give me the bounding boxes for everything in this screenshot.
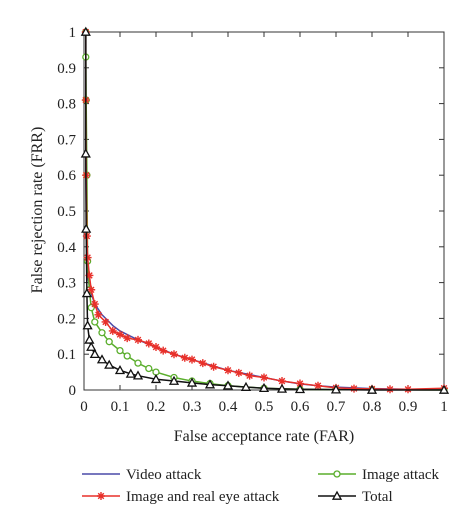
data-point: [98, 329, 106, 337]
data-point: [224, 366, 232, 375]
data-point: [222, 380, 234, 390]
data-point: [114, 364, 126, 375]
data-point: [90, 300, 99, 309]
data-point: [94, 310, 103, 319]
data-point: [91, 318, 99, 326]
data-point: [82, 320, 93, 330]
data-point: [204, 379, 216, 389]
data-point: [132, 370, 144, 380]
x-tick-label: 1: [440, 399, 448, 415]
data-point: [159, 346, 168, 355]
data-point: [180, 353, 189, 362]
data-point: [276, 383, 288, 393]
y-tick-label: 0.9: [57, 61, 76, 77]
data-point: [134, 335, 142, 344]
data-point: [245, 371, 254, 380]
data-point: [330, 384, 342, 394]
data-point: [188, 355, 196, 364]
data-point: [314, 381, 322, 390]
legend-label: Video attack: [126, 467, 202, 483]
data-point: [116, 330, 124, 339]
legend-label: Total: [362, 489, 393, 505]
y-tick-label: 0.8: [57, 97, 76, 113]
data-point: [234, 368, 243, 377]
data-point: [258, 382, 270, 393]
y-tick-label: 0.4: [57, 240, 76, 256]
data-point: [350, 384, 358, 393]
data-point: [104, 359, 115, 369]
data-point: [145, 364, 153, 373]
data-point: [144, 339, 153, 348]
data-point: [105, 338, 113, 346]
y-tick-label: 0.2: [57, 311, 76, 327]
data-point: [83, 253, 92, 262]
x-tick-label: 0.9: [399, 399, 418, 415]
data-point: [294, 383, 306, 394]
x-tick-label: 0.5: [255, 399, 274, 415]
legend: Video attack Image attack Image and real e…: [82, 467, 440, 505]
legend-item: Video attack: [82, 467, 202, 483]
data-point: [198, 359, 207, 368]
x-tick-label: 0: [80, 399, 88, 415]
data-point: [89, 348, 100, 359]
data-point: [81, 223, 92, 233]
x-tick-label: 0.2: [147, 399, 166, 415]
tick-labels: 0 0.1 0.2 0.3 0.4 0.5 0.6 0.7 0.8 0.9 1 0 0.1 0.2 0.3 0…: [57, 25, 448, 415]
data-point: [86, 341, 97, 351]
data-point: [80, 148, 91, 158]
data-point: [260, 373, 268, 382]
data-point: [170, 350, 178, 359]
data-point: [209, 362, 218, 371]
y-axis-title: False rejection rate (FRR): [29, 127, 46, 294]
legend-item: Image attack: [318, 467, 440, 483]
data-point: [81, 288, 92, 298]
legend-item: Total: [318, 489, 393, 505]
y-tick-label: 0.5: [57, 204, 76, 220]
y-tick-label: 0: [69, 383, 77, 399]
data-point: [123, 352, 131, 360]
x-tick-label: 0.6: [291, 399, 310, 415]
data-point: [84, 334, 95, 344]
data-point: [123, 334, 132, 343]
x-tick-label: 0.3: [183, 399, 202, 415]
legend-marker: [333, 470, 341, 478]
data-point: [87, 285, 96, 294]
data-point: [240, 381, 252, 391]
data-point: [186, 377, 198, 387]
x-tick-label: 0.8: [363, 399, 382, 415]
y-tick-label: 1: [69, 25, 77, 41]
x-axis-title: False acceptance rate (FAR): [174, 428, 355, 445]
y-tick-label: 0.7: [57, 132, 76, 148]
data-point: [85, 271, 94, 280]
data-point: [296, 379, 304, 388]
legend-label: Image attack: [362, 467, 440, 483]
x-tick-label: 0.4: [219, 399, 238, 415]
x-tick-label: 0.7: [327, 399, 346, 415]
data-point: [96, 354, 108, 364]
data-point: [366, 384, 378, 394]
data-point: [278, 377, 286, 386]
series-layer: [80, 26, 450, 394]
data-point: [150, 373, 162, 384]
data-point: [80, 26, 91, 36]
data-point: [125, 368, 136, 378]
y-tick-label: 0.6: [57, 168, 76, 184]
data-point: [134, 359, 142, 367]
data-point: [168, 375, 180, 385]
y-tick-label: 0.3: [57, 276, 76, 292]
data-point: [116, 346, 124, 355]
series-3: [80, 26, 450, 394]
data-point: [101, 317, 110, 326]
x-tick-label: 0.1: [111, 399, 130, 415]
y-tick-label: 0.1: [57, 347, 76, 363]
legend-marker: [97, 492, 105, 500]
legend-marker: [331, 490, 343, 500]
legend-item: Image and real eye attack: [82, 489, 280, 505]
data-point: [108, 326, 117, 335]
data-point: [152, 343, 160, 352]
data-point: [438, 384, 450, 394]
legend-label: Image and real eye attack: [126, 489, 280, 505]
